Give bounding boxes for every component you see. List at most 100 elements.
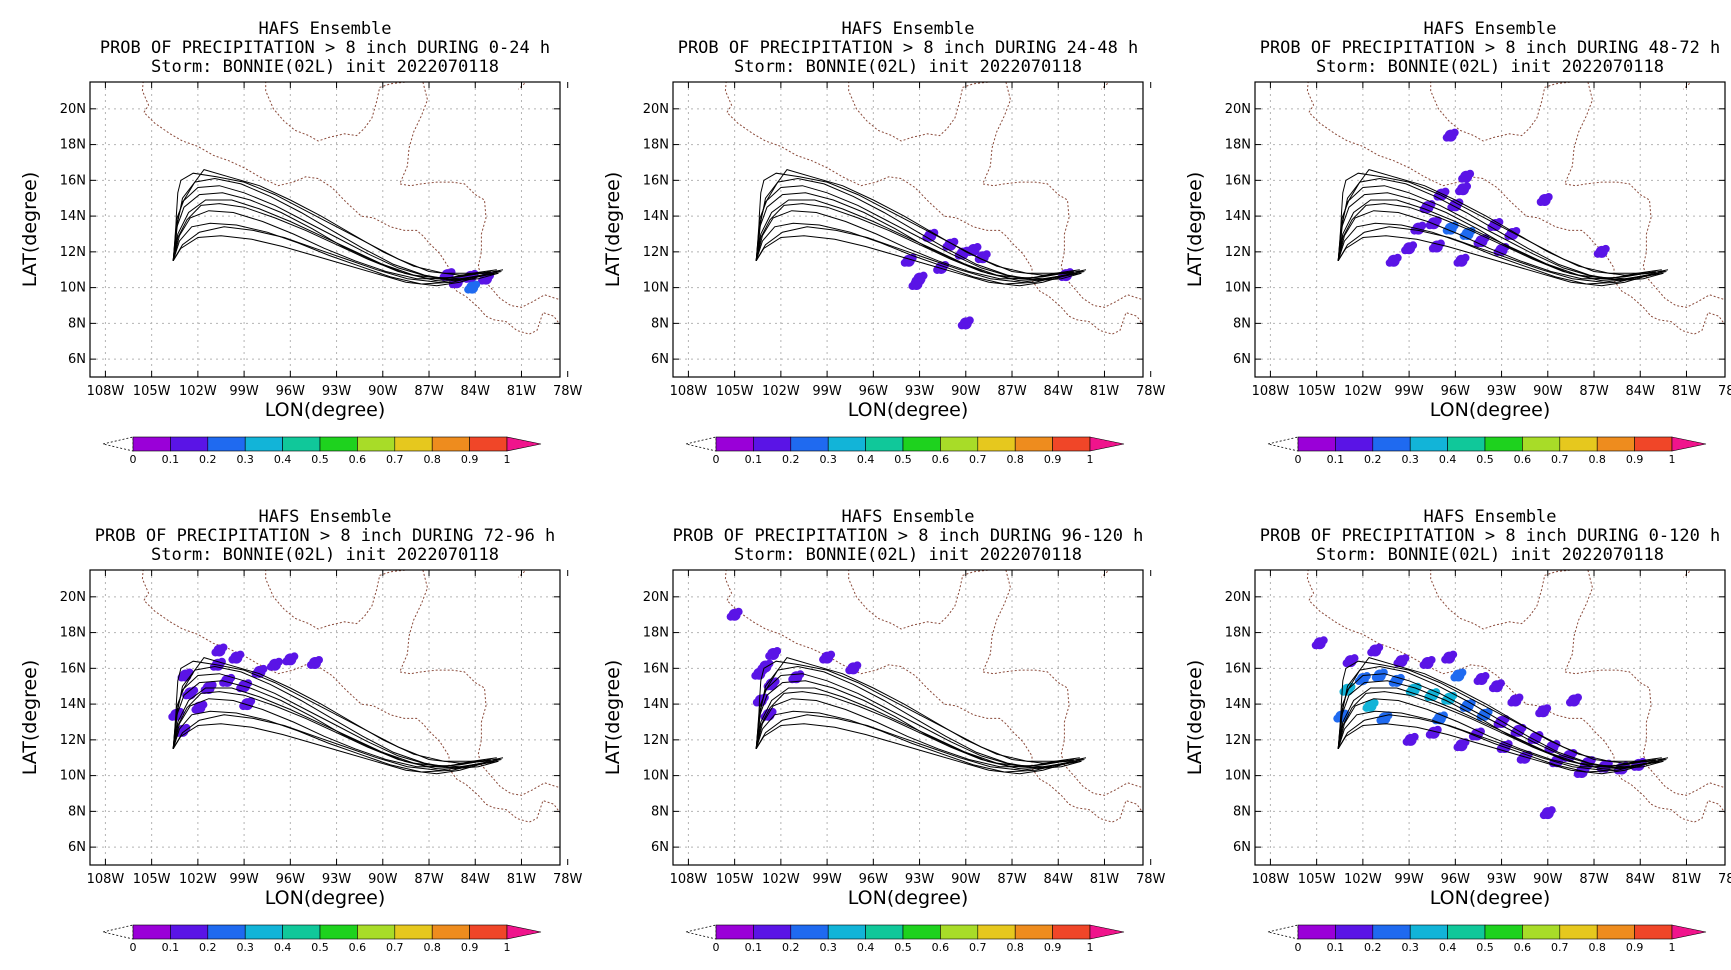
precip-probability-cell [1455,187,1464,196]
panel-subtitle: PROB OF PRECIPITATION > 8 inch DURING 48… [1260,38,1721,58]
precip-probability-cell [219,678,228,687]
colorbar-label: 0.6 [1514,453,1532,466]
colorbar-label: 0.2 [782,453,800,466]
ensemble-track [1337,222,1664,285]
x-tick-label: 87W [1579,384,1609,399]
ensemble-track [1337,660,1669,764]
x-tick-label: 102W [762,872,800,887]
colorbar-under-triangle [102,924,134,940]
coastline [848,82,1143,308]
colorbar-swatch [1484,924,1523,940]
colorbar-swatch [1014,436,1053,452]
x-tick-label: 81W [1090,872,1120,887]
x-tick-label: 96W [1441,384,1471,399]
ensemble-track [1337,210,1662,280]
colorbar-swatch [902,924,941,940]
colorbar-label: 0.6 [1514,941,1532,954]
x-tick-label: 90W [368,872,398,887]
colorbar-label: 0.9 [461,453,479,466]
x-tick-label: 108W [87,384,125,399]
colorbar-label: 0.8 [423,941,441,954]
colorbar-label: 0.7 [386,453,404,466]
colorbar-label: 0.4 [857,941,875,954]
x-axis-label: LON(degree) [848,887,969,909]
ensemble-track [1337,710,1664,773]
plot-frame [672,569,1144,866]
colorbar-swatch [282,924,321,940]
y-axis-label: LAT(degree) [1184,660,1206,776]
ensemble-track [172,723,494,775]
coastline [1430,82,1725,308]
precip-probability-cell [1418,221,1427,230]
y-tick-label: 20N [643,102,669,117]
colorbar-swatch [865,436,904,452]
panel-title: HAFS Ensemble [841,507,974,527]
colorbar-swatch [827,924,866,940]
precip-probability-cell [472,280,481,289]
colorbar-swatch [357,436,396,452]
precip-probability-cell [1449,650,1458,659]
colorbar-label: 0.5 [1476,453,1494,466]
y-axis-label: LAT(degree) [19,660,41,776]
colorbar-under-triangle [1267,436,1299,452]
precip-probability-cell [1459,703,1468,712]
coastline [141,82,560,335]
plot-area [1255,82,1725,377]
precip-probability-cell [1461,253,1470,262]
y-tick-label: 6N [1233,840,1251,855]
colorbar-label: 0.8 [1006,453,1024,466]
x-tick-label: 93W [1487,872,1517,887]
coastline [848,570,1143,796]
colorbar-swatch [1052,436,1091,452]
x-tick-label: 87W [414,872,444,887]
precip-probability-cell [290,652,299,661]
precip-probability-cell [282,657,291,666]
ensemble-track [755,714,1074,771]
y-tick-label: 14N [60,697,86,712]
plot-area [90,570,560,865]
panel-subtitle: PROB OF PRECIPITATION > 8 inch DURING 24… [678,38,1139,58]
coastline [1101,570,1110,578]
panel-title: HAFS Ensemble [258,19,391,39]
precip-probability-cell [1450,673,1459,682]
plot-frame [1254,569,1726,866]
x-tick-label: 81W [1090,384,1120,399]
panel-storm-line: Storm: BONNIE(02L) init 2022070118 [151,57,499,77]
colorbar-label: 0.4 [1439,941,1457,954]
colorbar-swatch [1559,436,1598,452]
y-tick-label: 18N [60,626,86,641]
colorbar-swatch [1335,924,1374,940]
precip-probability-cell [1593,249,1602,258]
ensemble-track [172,680,491,770]
y-tick-label: 14N [1225,697,1251,712]
precip-probability-cell [1543,704,1552,713]
x-tick-label: 90W [951,384,981,399]
colorbar-swatch [1634,924,1673,940]
y-tick-label: 18N [1225,626,1251,641]
precip-probability-cell [219,643,228,652]
precip-probability-cell [168,712,177,721]
ensemble-track [755,698,1080,768]
x-tick-label: 78W [553,384,583,399]
precip-probability-cell [1496,679,1505,688]
panel-storm-line: Storm: BONNIE(02L) init 2022070118 [1316,57,1664,77]
ensemble-track [172,177,499,282]
colorbar-swatch [1559,924,1598,940]
colorbar-swatch [170,924,209,940]
precip-probability-cell [1547,806,1556,815]
x-axis-label: LON(degree) [1430,887,1551,909]
x-tick-label: 78W [553,872,583,887]
precip-probability-cell [1453,258,1462,267]
x-tick-label: 108W [670,872,708,887]
panel-title: HAFS Ensemble [841,19,974,39]
x-tick-label: 102W [179,384,217,399]
precip-probability-cell [1565,698,1574,707]
precip-probability-cell [1573,770,1582,779]
colorbar-swatch [1409,924,1448,940]
x-tick-label: 87W [997,872,1027,887]
y-tick-label: 20N [60,590,86,605]
precip-probability-cell [1367,648,1376,657]
coastline [724,570,1143,823]
